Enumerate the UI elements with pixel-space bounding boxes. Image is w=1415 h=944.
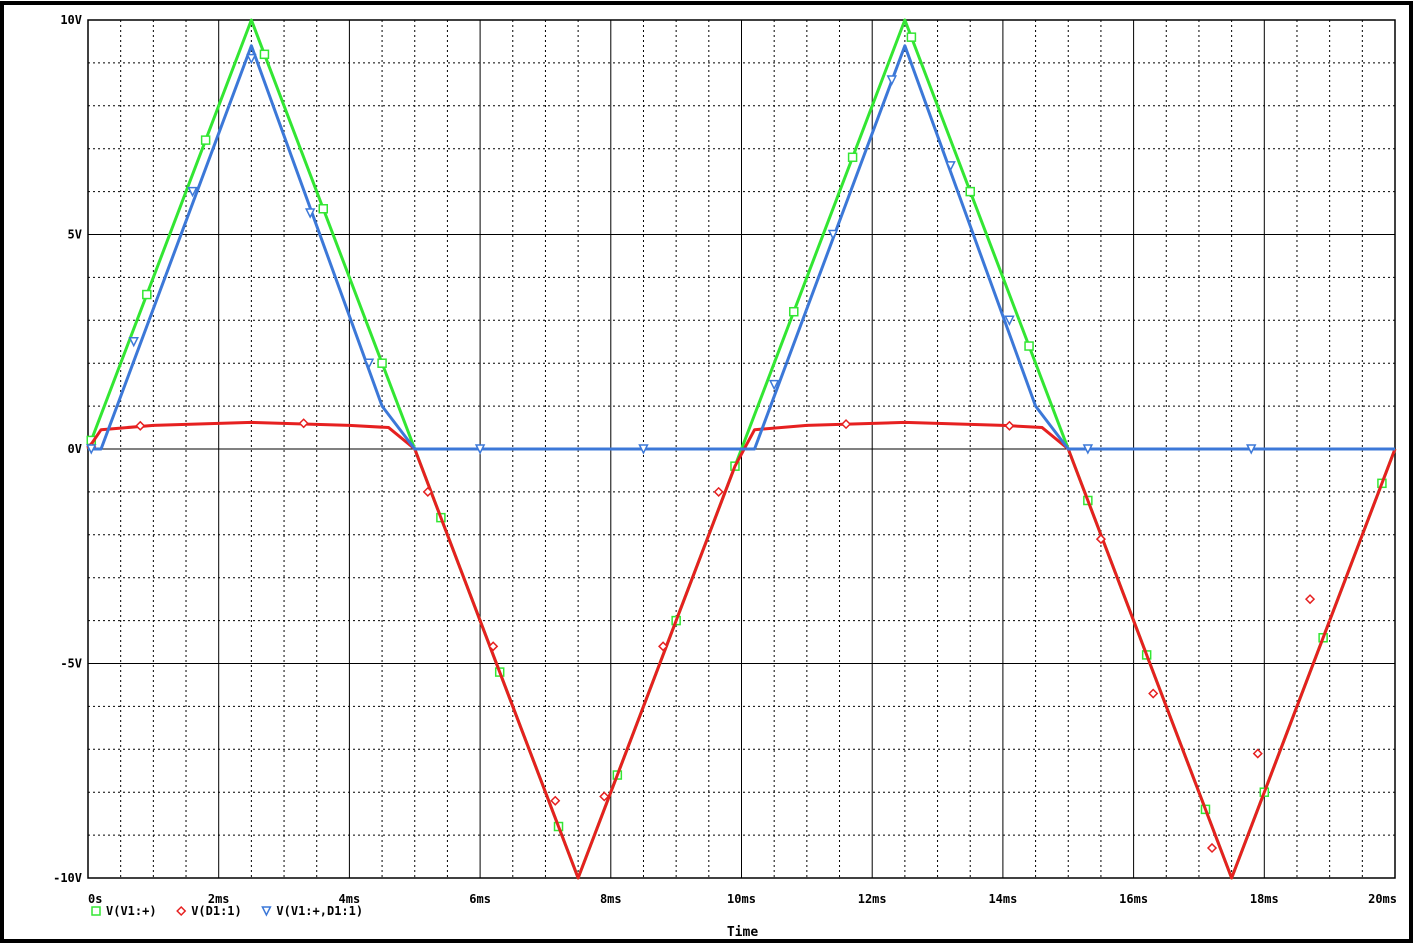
data-point	[550, 795, 561, 806]
x-tick-label: 0s	[88, 892, 102, 906]
legend-item: V(D1:1)	[176, 904, 242, 918]
data-point	[142, 289, 152, 300]
data-point	[1206, 842, 1218, 854]
x-tick-label: 2ms	[208, 892, 230, 906]
data-point	[1004, 420, 1015, 431]
data-point	[1246, 444, 1257, 455]
data-point	[377, 358, 387, 368]
data-point	[768, 379, 780, 391]
x-tick-label: 4ms	[339, 892, 361, 906]
x-tick-label: 18ms	[1250, 892, 1279, 906]
legend-marker	[91, 906, 101, 916]
data-point	[840, 419, 852, 430]
legend-marker	[176, 905, 187, 917]
data-point	[318, 204, 329, 214]
data-point	[1024, 341, 1034, 351]
data-point	[1252, 748, 1263, 759]
legend: V(V1:+) V(D1:1) V(V1:+,D1:1)	[91, 904, 363, 918]
x-tick-label: 16ms	[1119, 892, 1148, 906]
legend-label: V(V1:+,D1:1)	[276, 904, 363, 918]
data-point	[1004, 315, 1015, 326]
data-point	[827, 229, 839, 241]
y-axis-ticks: 10V 5V 0V -5V -10V	[53, 13, 82, 885]
data-point	[945, 161, 956, 172]
data-point	[906, 32, 917, 42]
data-point	[789, 306, 799, 317]
series-2	[86, 418, 1397, 880]
y-tick-label: 5V	[68, 228, 82, 242]
data-point	[259, 49, 270, 60]
minor-grid	[88, 20, 1395, 878]
data-point	[599, 791, 610, 802]
data-point	[422, 486, 433, 497]
data-point	[965, 186, 975, 197]
legend-item: V(V1:+,D1:1)	[261, 904, 363, 918]
legend-label: V(V1:+)	[106, 904, 157, 918]
y-tick-label: -10V	[53, 871, 82, 885]
data-point	[886, 75, 898, 86]
data-point	[363, 358, 375, 369]
x-axis-label: Time	[727, 925, 758, 940]
x-tick-label: 6ms	[469, 892, 491, 906]
data-point	[304, 208, 316, 219]
data-point	[187, 186, 198, 198]
x-tick-label: 14ms	[988, 892, 1017, 906]
data-point	[658, 641, 669, 652]
data-point	[847, 152, 858, 163]
data-point	[1304, 594, 1316, 605]
legend-marker	[261, 906, 272, 917]
y-tick-label: -5V	[60, 657, 82, 671]
y-tick-label: 0V	[68, 442, 82, 456]
data-point	[135, 420, 146, 431]
data-point	[200, 135, 211, 145]
x-tick-label: 10ms	[727, 892, 756, 906]
data-point	[713, 486, 724, 497]
legend-item: V(V1:+)	[91, 904, 157, 918]
x-axis-ticks: 0s 2ms 4ms 6ms 8ms 10ms 12ms 14ms 16ms 18ms 20ms	[88, 892, 1397, 906]
legend-label: V(D1:1)	[191, 904, 242, 918]
y-tick-label: 10V	[60, 13, 82, 27]
x-tick-label: 12ms	[858, 892, 887, 906]
data-point	[128, 337, 139, 348]
data-point	[1095, 534, 1106, 545]
x-tick-label: 8ms	[600, 892, 622, 906]
data-point	[246, 53, 257, 65]
series-3	[86, 44, 1395, 455]
data-point	[488, 641, 499, 652]
series-line	[86, 420, 1397, 880]
data-point	[638, 444, 649, 455]
data-point	[1082, 444, 1094, 455]
data-point	[1148, 688, 1159, 699]
x-tick-label: 20ms	[1368, 892, 1397, 906]
series-layer	[86, 18, 1397, 880]
data-point	[298, 418, 309, 429]
series-line	[88, 44, 1395, 451]
data-point	[86, 444, 97, 455]
data-point	[474, 444, 486, 455]
